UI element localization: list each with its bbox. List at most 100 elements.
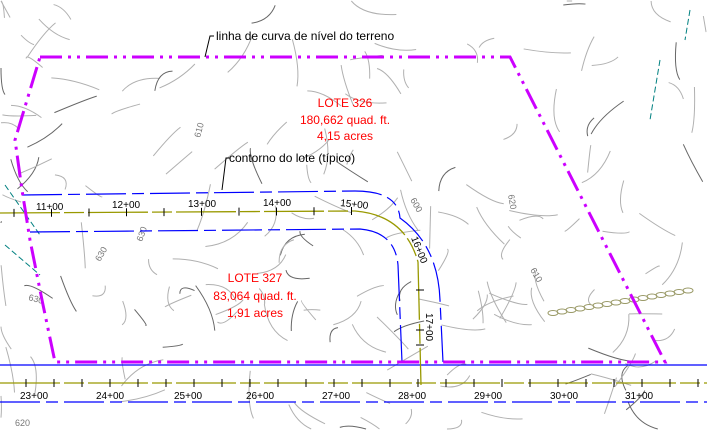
contour-line [587, 289, 595, 305]
contour-label: 620 [15, 418, 30, 428]
contour-line [299, 231, 314, 247]
contour-line [195, 285, 216, 331]
contour-line [399, 281, 412, 301]
teal-feature-line [4, 9, 691, 276]
station-label: 25+00 [174, 391, 203, 402]
contour-line [530, 287, 546, 323]
contour-line [257, 254, 287, 275]
contour-line [588, 347, 635, 362]
fence-link [574, 305, 586, 312]
contour-line [17, 158, 52, 175]
contour-line [288, 404, 312, 430]
contour-line [674, 42, 681, 80]
lot-327-label[interactable]: LOTE 327 83,064 quad. ft. 1,91 acres [213, 271, 296, 320]
contour-line [27, 123, 63, 148]
lot-326-label[interactable]: LOTE 326 180,662 quad. ft. 4,15 acres [300, 96, 390, 143]
contour-line [534, 269, 545, 302]
contour-line [486, 281, 507, 323]
contour-line [563, 3, 586, 6]
contour-line [38, 18, 70, 41]
contour-line [266, 121, 288, 145]
lot-area: 83,064 quad. ft. [213, 289, 296, 303]
contour-line [249, 148, 263, 184]
station-label: 29+00 [474, 391, 503, 402]
contour-line [285, 270, 310, 280]
road-alignments [0, 210, 707, 386]
contour-line [25, 56, 43, 68]
contour-line [248, 370, 254, 419]
fence-link [664, 290, 676, 297]
contour-line [645, 265, 660, 275]
contour-line [80, 222, 86, 269]
lot-acres: 4,15 acres [317, 129, 373, 143]
contour-line [346, 149, 354, 165]
contour-line [371, 197, 399, 221]
contour-line [586, 117, 595, 137]
contour-line [668, 82, 684, 100]
contour-line [509, 210, 558, 217]
contour-line [329, 327, 339, 343]
contour-line [10, 159, 28, 193]
contour-line [386, 229, 421, 239]
station-label: 26+00 [246, 391, 275, 402]
contour-line [0, 265, 7, 306]
contour-line [196, 184, 211, 231]
contour-line [303, 309, 321, 311]
contour-line [251, 5, 276, 24]
contour-line [205, 284, 237, 302]
contour-line [215, 299, 244, 316]
fence-link [565, 307, 577, 313]
contour-line [507, 225, 522, 239]
contour-line [167, 286, 175, 312]
contour-line [121, 77, 160, 92]
contour-line [619, 180, 625, 214]
contour-line [625, 390, 646, 411]
contour-line [500, 239, 511, 260]
contour-line [519, 215, 544, 221]
lot-outline-note-leader [221, 157, 230, 191]
station-label: 13+00 [188, 199, 217, 210]
contour-line [405, 408, 413, 425]
contour-line [24, 284, 53, 299]
contour-line [374, 42, 417, 51]
contour-line [217, 311, 238, 324]
lot-name: LOTE 327 [228, 271, 283, 285]
contour-line [440, 375, 471, 388]
contour-line [429, 206, 432, 249]
contour-note-leader [204, 35, 214, 58]
lot-outline-note: contorno do lote (típico) [229, 151, 355, 165]
contour-line [5, 347, 16, 393]
contour-line [92, 285, 106, 297]
contour-label: 610 [192, 121, 206, 138]
fence-link [655, 292, 667, 298]
contour-line [333, 301, 362, 326]
fence-link [682, 287, 694, 294]
contour-line [393, 320, 425, 333]
contour-line [60, 275, 77, 312]
contour-line [590, 100, 624, 135]
station-label: 17+00 [423, 313, 434, 342]
contour-line [53, 4, 72, 20]
fence-link [592, 302, 604, 309]
contour-line [493, 313, 532, 326]
contour-line [54, 95, 97, 114]
contour-line [0, 68, 6, 95]
fence-link [601, 301, 613, 307]
contour-line [489, 292, 528, 305]
contour-line [396, 151, 413, 182]
contour-label: 610 [528, 266, 544, 284]
contour-line [477, 290, 484, 324]
contour-line [148, 259, 158, 276]
contour-line [30, 356, 37, 395]
contour-line [478, 37, 495, 48]
contour-line [553, 88, 561, 133]
contour-line [345, 93, 387, 104]
contour-line [2, 114, 37, 117]
contour-line [0, 0, 11, 18]
property-line [13, 55, 668, 364]
contour-line [2, 194, 22, 203]
contour-line [612, 314, 630, 353]
contour-line [523, 48, 571, 54]
contour-line [400, 189, 419, 231]
